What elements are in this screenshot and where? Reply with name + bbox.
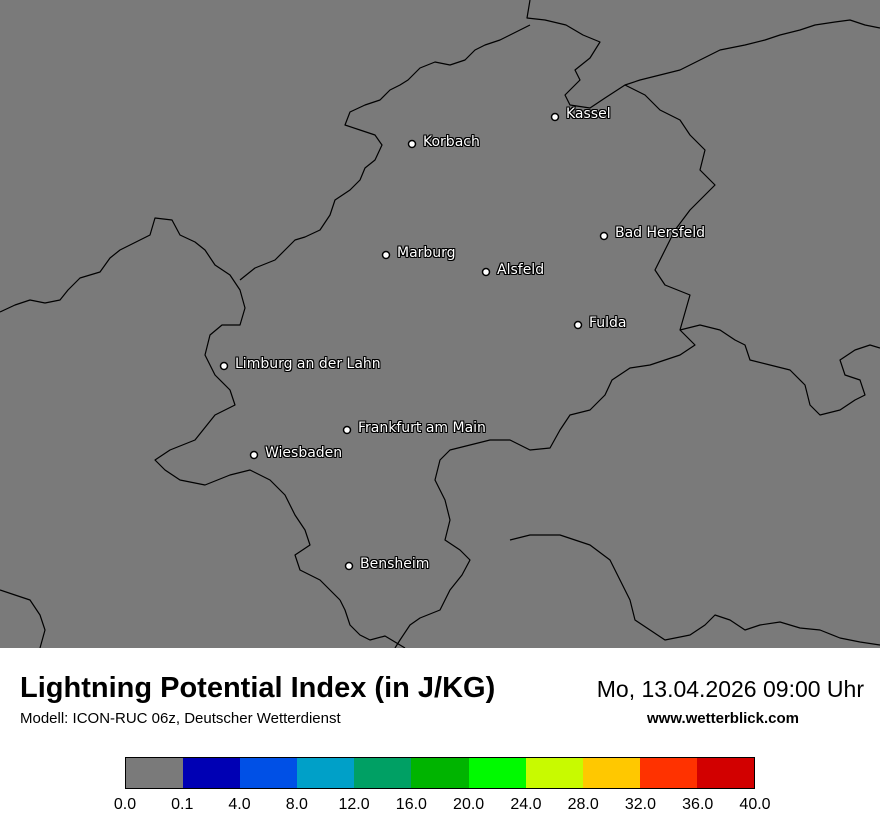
legend-color-segment xyxy=(582,758,640,788)
city-label-frankfurt: Frankfurt am Main xyxy=(358,420,486,436)
legend-tick-label: 36.0 xyxy=(682,796,714,813)
legend-color-segment xyxy=(126,758,184,788)
city-dot-limburg xyxy=(219,361,229,371)
city-dot-wiesbaden xyxy=(249,450,259,460)
east-border xyxy=(679,324,880,416)
legend-color-segment xyxy=(411,758,469,788)
legend-tick-label: 20.0 xyxy=(453,796,485,813)
legend-tick-label: 28.0 xyxy=(567,796,599,813)
border-lines xyxy=(0,0,880,648)
map-title: Lightning Potential Index (in J/KG) xyxy=(20,672,496,704)
city-dot-bensheim xyxy=(344,561,354,571)
city-label-kassel: Kassel xyxy=(566,106,611,122)
south-mid-border xyxy=(339,599,406,648)
legend-tick-label: 12.0 xyxy=(338,796,370,813)
legend-tick-label: 24.0 xyxy=(510,796,542,813)
model-source: Modell: ICON-RUC 06z, Deutscher Wetterdi… xyxy=(20,710,341,727)
legend-tick-label: 0.1 xyxy=(171,796,194,813)
city-dot-bad-hersfeld xyxy=(599,231,609,241)
city-label-bad-hersfeld: Bad Hersfeld xyxy=(615,225,706,241)
city-dot-frankfurt xyxy=(342,425,352,435)
hesse-border-north xyxy=(239,24,531,281)
legend-tick-label: 0.0 xyxy=(113,796,137,813)
legend-tick-label: 8.0 xyxy=(285,796,308,813)
city-label-limburg: Limburg an der Lahn xyxy=(235,356,381,372)
city-dot-kassel xyxy=(550,112,560,122)
hesse-border-west xyxy=(0,217,341,601)
website-link[interactable]: www.wetterblick.com xyxy=(647,710,799,727)
city-label-alsfeld: Alsfeld xyxy=(497,262,545,278)
legend-tick-label: 4.0 xyxy=(228,796,251,813)
color-legend-bar xyxy=(125,757,755,789)
legend-tick-label: 16.0 xyxy=(395,796,427,813)
city-label-fulda: Fulda xyxy=(589,315,627,331)
northeast-border xyxy=(624,19,880,86)
legend-color-segment xyxy=(696,758,755,788)
legend-tick-label: 40.0 xyxy=(739,796,771,813)
legend-color-segment xyxy=(354,758,412,788)
hesse-border xyxy=(394,0,716,648)
map-area: Kassel Korbach Bad Hersfeld Marburg Alsf… xyxy=(0,0,880,648)
city-label-bensheim: Bensheim xyxy=(360,556,430,572)
footer: Lightning Potential Index (in J/KG) Mode… xyxy=(0,648,880,830)
city-label-wiesbaden: Wiesbaden xyxy=(265,445,343,461)
legend-tick-label: 32.0 xyxy=(624,796,657,813)
legend-color-segment xyxy=(183,758,241,788)
city-label-marburg: Marburg xyxy=(397,245,456,261)
southwest-border xyxy=(0,589,46,648)
city-dot-korbach xyxy=(407,139,417,149)
city-dot-alsfeld xyxy=(481,267,491,277)
forecast-datetime: Mo, 13.04.2026 09:00 Uhr xyxy=(596,676,864,702)
legend-color-segment xyxy=(468,758,526,788)
legend-color-segment xyxy=(639,758,697,788)
legend-color-segment xyxy=(297,758,355,788)
city-dot-fulda xyxy=(573,320,583,330)
legend-color-segment xyxy=(240,758,298,788)
south-border xyxy=(509,534,880,646)
city-dot-marburg xyxy=(381,250,391,260)
city-dots xyxy=(219,112,609,571)
legend-color-segment xyxy=(525,758,583,788)
city-label-korbach: Korbach xyxy=(423,134,480,150)
